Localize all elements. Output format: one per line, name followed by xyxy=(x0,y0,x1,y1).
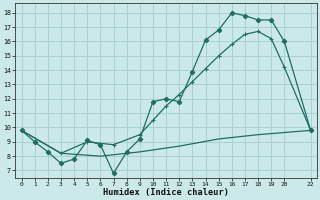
X-axis label: Humidex (Indice chaleur): Humidex (Indice chaleur) xyxy=(103,188,229,197)
